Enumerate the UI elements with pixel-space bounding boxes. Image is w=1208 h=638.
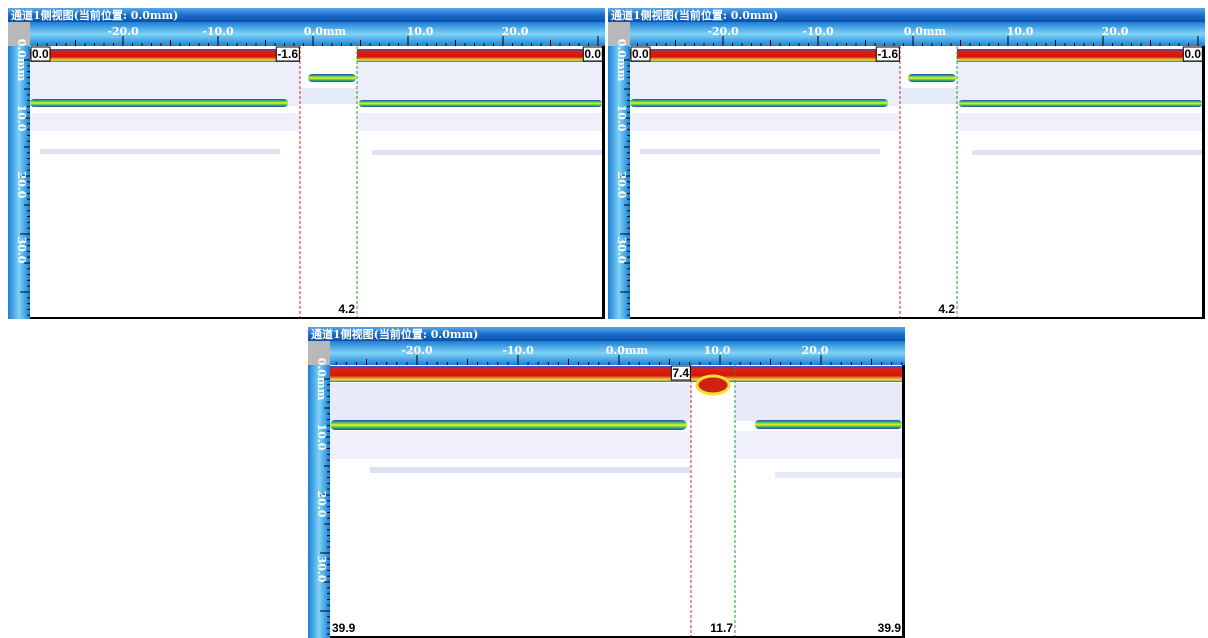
scan-haze bbox=[30, 113, 300, 131]
cursor-value-label: 0.0 bbox=[584, 47, 601, 61]
scan-haze bbox=[357, 113, 602, 131]
x-ruler-label: -20.0 bbox=[107, 25, 139, 38]
scan-haze bbox=[775, 472, 902, 478]
back-wall bbox=[359, 100, 602, 107]
x-ruler-label: -20.0 bbox=[707, 25, 739, 38]
x-ruler-label: 10.0 bbox=[1007, 25, 1034, 38]
cursor-value-label: 11.7 bbox=[710, 621, 733, 635]
x-ruler-label: 20.0 bbox=[1102, 25, 1129, 38]
x-ruler-label: -10.0 bbox=[202, 25, 234, 38]
cursor-value-label: -1.6 bbox=[277, 47, 298, 61]
y-ruler-label: 30.0 bbox=[315, 556, 328, 583]
back-wall bbox=[959, 100, 1202, 107]
front-echo bbox=[630, 49, 900, 62]
x-ruler-label: -10.0 bbox=[502, 344, 534, 357]
back-wall bbox=[330, 420, 687, 430]
scan-haze bbox=[330, 431, 691, 459]
y-ruler-label: 20.0 bbox=[315, 491, 328, 518]
scan-haze bbox=[372, 150, 602, 155]
cursor-value-label: 39.9 bbox=[332, 621, 356, 635]
side-view-panel: 通道1侧视图(当前位置: 0.0mm) -20.0 -10.0 0.0mm 10.0 20… bbox=[308, 327, 905, 638]
defect-echo bbox=[308, 74, 356, 82]
cursor-value-label: 39.9 bbox=[878, 621, 902, 635]
x-ruler-label: 0.0mm bbox=[904, 25, 947, 38]
cursor-value-label: 4.2 bbox=[938, 302, 955, 316]
x-ruler-label: -10.0 bbox=[802, 25, 834, 38]
defect-echo bbox=[697, 376, 729, 394]
x-ruler-label: 0.0mm bbox=[304, 25, 347, 38]
scan-haze bbox=[370, 467, 690, 473]
scan-haze bbox=[330, 383, 691, 421]
side-view-panel: 通道1侧视图(当前位置: 0.0mm) -20.0 -10.0 0.0mm 10.0 20… bbox=[8, 8, 605, 319]
y-ruler-label: 30.0 bbox=[615, 237, 628, 264]
cursor-value-label: 0.0 bbox=[1184, 47, 1201, 61]
scan-haze bbox=[300, 88, 357, 104]
scan-haze bbox=[735, 383, 902, 421]
cursor-value-label: 7.4 bbox=[672, 366, 689, 380]
back-wall bbox=[30, 99, 288, 107]
scan-haze bbox=[900, 88, 957, 104]
scan-haze bbox=[640, 149, 880, 154]
scan-haze bbox=[972, 150, 1202, 155]
panel-title: 通道1侧视图(当前位置: 0.0mm) bbox=[611, 8, 778, 22]
y-ruler-label: 20.0 bbox=[15, 172, 28, 199]
cursor-value-label: 0.0 bbox=[632, 47, 649, 61]
defect-echo bbox=[908, 74, 956, 82]
scan-haze bbox=[957, 62, 1202, 106]
panel-title: 通道1侧视图(当前位置: 0.0mm) bbox=[311, 327, 478, 341]
x-ruler-label: 20.0 bbox=[802, 344, 829, 357]
page: (() => { const data = JSON.parse(documen… bbox=[0, 0, 1208, 637]
x-ruler-label: -20.0 bbox=[401, 344, 433, 357]
y-ruler-label: 0.0mm bbox=[315, 358, 328, 401]
y-ruler-label: 10.0 bbox=[15, 105, 28, 132]
panel-title: 通道1侧视图(当前位置: 0.0mm) bbox=[11, 8, 178, 22]
front-echo bbox=[357, 49, 602, 62]
cursor-value-label: -1.6 bbox=[877, 47, 898, 61]
scan-haze bbox=[357, 62, 602, 106]
cursor-value-label: 0.0 bbox=[32, 47, 49, 61]
cursor-value-label: 4.2 bbox=[338, 302, 355, 316]
x-ruler-label: 10.0 bbox=[407, 25, 434, 38]
y-ruler-label: 0.0mm bbox=[15, 39, 28, 82]
back-wall bbox=[630, 99, 888, 107]
y-ruler-label: 0.0mm bbox=[615, 39, 628, 82]
front-echo bbox=[330, 366, 902, 382]
x-ruler-label: 20.0 bbox=[502, 25, 529, 38]
x-ruler-label: 0.0mm bbox=[606, 344, 649, 357]
y-ruler-label: 10.0 bbox=[615, 105, 628, 132]
scan-haze bbox=[630, 113, 900, 131]
front-echo bbox=[30, 49, 300, 62]
scan-haze bbox=[40, 149, 280, 154]
front-echo bbox=[957, 49, 1202, 62]
scan-haze bbox=[735, 431, 902, 459]
y-ruler-label: 30.0 bbox=[15, 237, 28, 264]
back-wall bbox=[755, 420, 902, 429]
y-ruler-label: 10.0 bbox=[315, 424, 328, 451]
scan-haze bbox=[957, 113, 1202, 131]
y-ruler-label: 20.0 bbox=[615, 172, 628, 199]
side-view-panel: 通道1侧视图(当前位置: 0.0mm) -20.0 -10.0 0.0mm 10.0 20… bbox=[608, 8, 1205, 319]
x-ruler-label: 10.0 bbox=[704, 344, 731, 357]
